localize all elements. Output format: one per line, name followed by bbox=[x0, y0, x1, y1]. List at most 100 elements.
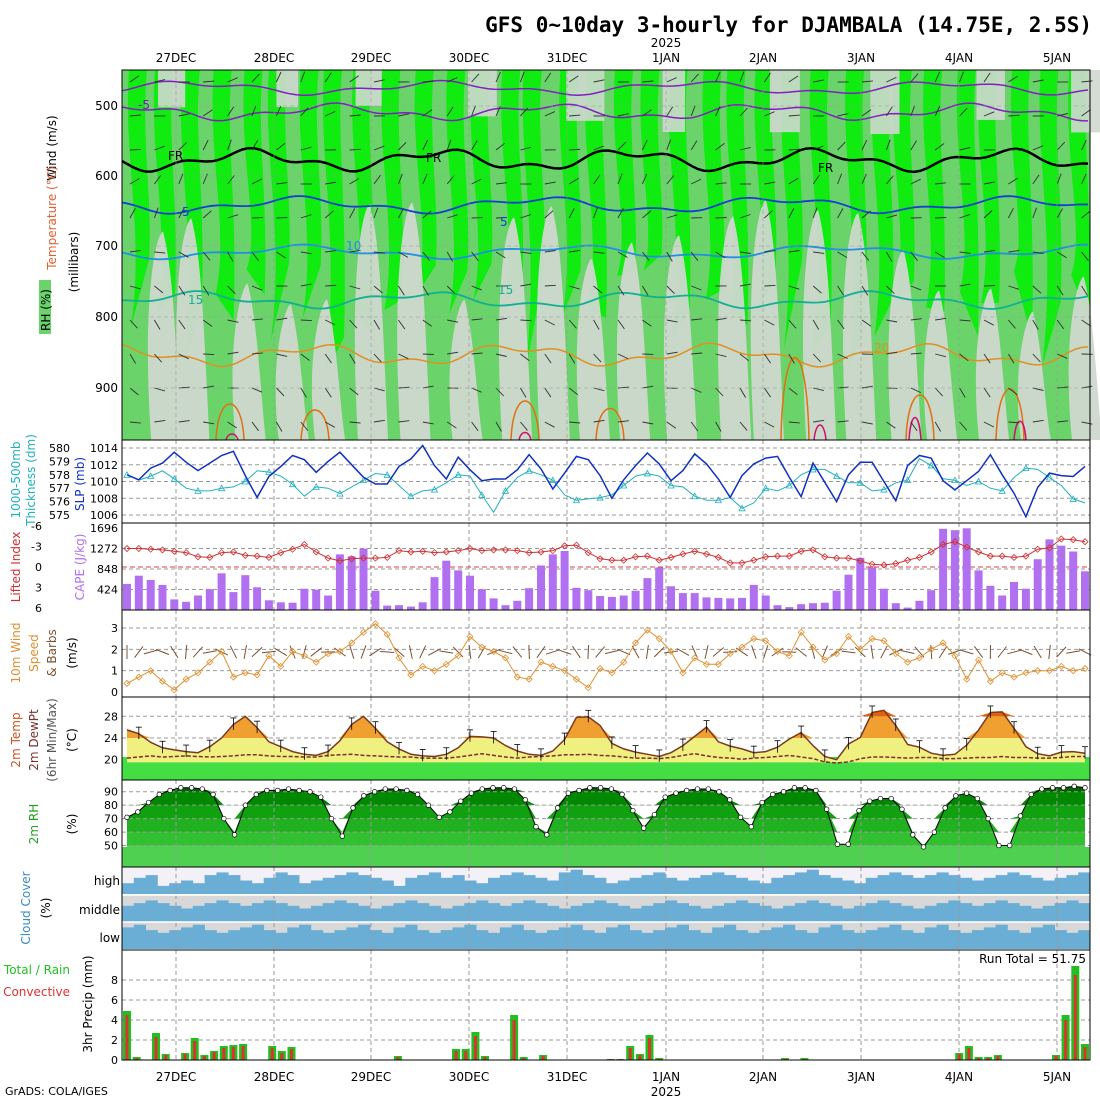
cloud-cell-middle bbox=[794, 903, 808, 922]
precip-label-a: Total / Rain bbox=[3, 963, 70, 977]
cloud-cell-low bbox=[428, 932, 442, 949]
cape-bar bbox=[974, 570, 983, 610]
wind-point bbox=[974, 656, 983, 664]
upper-barb bbox=[349, 148, 361, 151]
upper-barb bbox=[203, 421, 215, 425]
wind-point bbox=[773, 647, 782, 656]
thickness-point bbox=[761, 484, 770, 492]
wind-barb bbox=[997, 646, 1007, 658]
cloud-cell-middle bbox=[393, 903, 406, 922]
precip-panel: 8 6 4 2 0 Run Total = 51.75 Total / Rain Con… bbox=[3, 949, 1091, 1067]
rh-moist-band-33 bbox=[1068, 70, 1091, 322]
precip-convective-bar bbox=[473, 1036, 477, 1060]
upper-barb bbox=[666, 285, 675, 295]
cloud-cell-high bbox=[369, 877, 383, 894]
upper-barb bbox=[861, 251, 870, 261]
thickness-point bbox=[241, 477, 249, 485]
contour-label-fr-1: FR bbox=[168, 149, 183, 163]
cloud-cell-middle bbox=[192, 905, 205, 922]
upper-barb bbox=[471, 352, 483, 355]
wind-point bbox=[939, 639, 947, 647]
rh-point bbox=[178, 785, 184, 791]
rh-point bbox=[770, 791, 776, 798]
cape-bar bbox=[194, 595, 202, 610]
li-point bbox=[549, 547, 557, 555]
upper-barb bbox=[812, 285, 822, 294]
cloud-cell-middle bbox=[499, 905, 512, 922]
upper-barb bbox=[1056, 285, 1064, 296]
rh-moist-band-29 bbox=[956, 70, 979, 337]
upper-barb bbox=[983, 210, 993, 219]
top-date-29DEC: 29DEC bbox=[351, 51, 391, 65]
rh-dry-band-15 bbox=[803, 210, 837, 440]
upper-barb bbox=[471, 105, 476, 117]
cloud-cell-middle bbox=[346, 903, 359, 922]
rh-point bbox=[501, 785, 507, 791]
rh-point bbox=[468, 790, 475, 796]
thickness-point bbox=[620, 481, 628, 489]
cloud-cell-low bbox=[499, 927, 512, 949]
rh-dry-band-14 bbox=[750, 200, 784, 440]
precip-bars bbox=[123, 966, 1089, 1060]
precip-convective-bar bbox=[164, 1055, 168, 1060]
upper-barb bbox=[1032, 251, 1044, 254]
cape-bar bbox=[454, 570, 463, 610]
cape-tick-424: 424 bbox=[97, 584, 118, 597]
upper-barb bbox=[935, 353, 947, 358]
upper-barb bbox=[227, 77, 238, 83]
upper-barb bbox=[129, 285, 141, 290]
upper-barb bbox=[764, 387, 771, 398]
wind-point bbox=[348, 639, 356, 647]
upper-barb bbox=[593, 207, 598, 219]
upper-barb bbox=[422, 80, 434, 83]
cloud-cell-high bbox=[865, 877, 878, 894]
cloud-cell-high bbox=[535, 877, 548, 894]
precip-convective-bar bbox=[193, 1041, 197, 1060]
cloud-cell-low bbox=[133, 924, 146, 949]
upper-barb bbox=[934, 71, 941, 83]
rh-legend-swatch bbox=[39, 280, 51, 334]
li-point bbox=[513, 547, 521, 555]
wind-point bbox=[667, 647, 675, 656]
rh-point bbox=[748, 824, 754, 830]
rh-point bbox=[888, 795, 894, 802]
li-point bbox=[643, 552, 651, 560]
contour-label-10: 10 bbox=[346, 239, 361, 253]
rh-upper-dry-1 bbox=[276, 70, 299, 108]
upper-barb bbox=[569, 249, 581, 253]
cloud-cover-cells bbox=[122, 867, 1091, 949]
upper-barb bbox=[837, 173, 843, 185]
wind-barb bbox=[880, 645, 888, 659]
wind-point bbox=[430, 667, 439, 675]
upper-barb bbox=[397, 173, 403, 185]
top-date-axis: 27DEC 28DEC 29DEC 30DEC 31DEC 1JAN 2JAN 3JAN 4JA… bbox=[156, 51, 1071, 65]
upper-barb bbox=[471, 178, 482, 185]
precip-convective-bar bbox=[1073, 975, 1077, 1060]
wind-point bbox=[218, 647, 226, 656]
temperature-minmax-bars bbox=[135, 705, 1088, 762]
cloud-cell-high bbox=[948, 875, 961, 894]
cape-bar bbox=[217, 573, 226, 610]
cloud-cell-high bbox=[157, 885, 170, 894]
rh-point bbox=[307, 789, 313, 795]
wind-barb bbox=[170, 645, 179, 659]
upper-barb bbox=[837, 420, 849, 423]
temp-tick-28: 28 bbox=[104, 710, 118, 723]
upper-barb bbox=[1008, 387, 1018, 396]
li-point bbox=[880, 561, 888, 569]
li-point bbox=[501, 546, 510, 554]
rh-point bbox=[565, 790, 571, 796]
upper-barb bbox=[202, 139, 209, 151]
cloud-cell-middle bbox=[263, 900, 276, 922]
upper-barb bbox=[812, 353, 822, 363]
rh-point bbox=[802, 785, 808, 791]
upper-barb bbox=[691, 178, 702, 185]
wind-barb bbox=[528, 644, 530, 660]
cape-bar bbox=[146, 580, 155, 610]
wind-barb bbox=[274, 647, 288, 657]
upper-barb bbox=[544, 111, 556, 117]
upper-barb bbox=[251, 178, 263, 185]
upper-barb bbox=[349, 387, 359, 396]
upper-barb bbox=[324, 387, 332, 398]
precip-tick-4: 4 bbox=[111, 1014, 118, 1027]
